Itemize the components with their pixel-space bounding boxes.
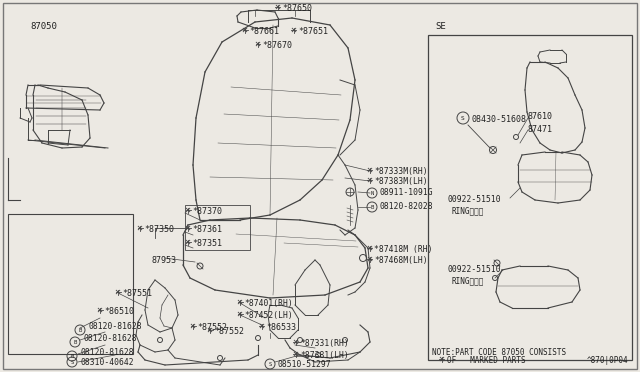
Text: 87050: 87050: [30, 22, 57, 31]
Text: NOTE:PART CODE 87050 CONSISTS: NOTE:PART CODE 87050 CONSISTS: [432, 348, 566, 357]
Bar: [428, 35, 632, 360]
Text: N: N: [371, 190, 374, 196]
Text: 08120-82028: 08120-82028: [380, 202, 434, 211]
Text: *86510: *86510: [104, 307, 134, 316]
Text: S: S: [461, 115, 465, 121]
Text: 87953: 87953: [152, 256, 177, 265]
Text: 08911-1091G: 08911-1091G: [380, 188, 434, 197]
Text: B: B: [74, 340, 77, 344]
Text: *87401(RH): *87401(RH): [244, 299, 292, 308]
Text: *87661: *87661: [249, 27, 279, 36]
Text: B: B: [70, 353, 74, 359]
Text: *87650: *87650: [282, 4, 312, 13]
Text: *87361: *87361: [192, 225, 222, 234]
Text: 08430-51608: 08430-51608: [472, 115, 527, 124]
Text: *87333M(RH): *87333M(RH): [374, 167, 428, 176]
Text: *87351: *87351: [192, 239, 222, 248]
Text: B: B: [78, 327, 82, 333]
Text: 00922-51510: 00922-51510: [448, 265, 502, 274]
Text: *87670: *87670: [262, 41, 292, 50]
Text: *87418M (RH): *87418M (RH): [374, 245, 433, 254]
Text: B: B: [371, 205, 374, 209]
Text: *87552: *87552: [197, 323, 227, 332]
Text: *87370: *87370: [192, 207, 222, 216]
Text: *87350: *87350: [144, 225, 174, 234]
Text: 08310-40642: 08310-40642: [80, 358, 134, 367]
Text: *87452(LH): *87452(LH): [244, 311, 292, 320]
Text: *87551: *87551: [122, 289, 152, 298]
Bar: [185, 205, 250, 250]
Text: *87552: *87552: [214, 327, 244, 336]
Text: *87331(RH): *87331(RH): [300, 339, 349, 348]
Text: RINGリング: RINGリング: [452, 276, 484, 285]
Text: 08120-81628: 08120-81628: [83, 334, 136, 343]
Text: 00922-51510: 00922-51510: [448, 195, 502, 204]
Text: *87468M(LH): *87468M(LH): [374, 256, 428, 265]
Text: S: S: [268, 362, 271, 366]
Text: RINGリング: RINGリング: [452, 206, 484, 215]
Text: 08120-81628: 08120-81628: [88, 322, 141, 331]
Text: *87381(LH): *87381(LH): [300, 351, 349, 360]
Text: SE: SE: [435, 22, 445, 31]
Text: 87610: 87610: [528, 112, 553, 121]
Text: 87471: 87471: [528, 125, 553, 134]
Text: ^870|0P04: ^870|0P04: [587, 356, 628, 365]
Bar: [8, 214, 133, 354]
Text: *87383M(LH): *87383M(LH): [374, 177, 428, 186]
Text: *86533: *86533: [266, 323, 296, 332]
Text: 08510-51297: 08510-51297: [278, 360, 332, 369]
Text: S: S: [70, 359, 74, 365]
Text: OF   MARKED PARTS: OF MARKED PARTS: [447, 356, 525, 365]
Text: *87651: *87651: [298, 27, 328, 36]
Text: 08120-81628: 08120-81628: [80, 348, 134, 357]
